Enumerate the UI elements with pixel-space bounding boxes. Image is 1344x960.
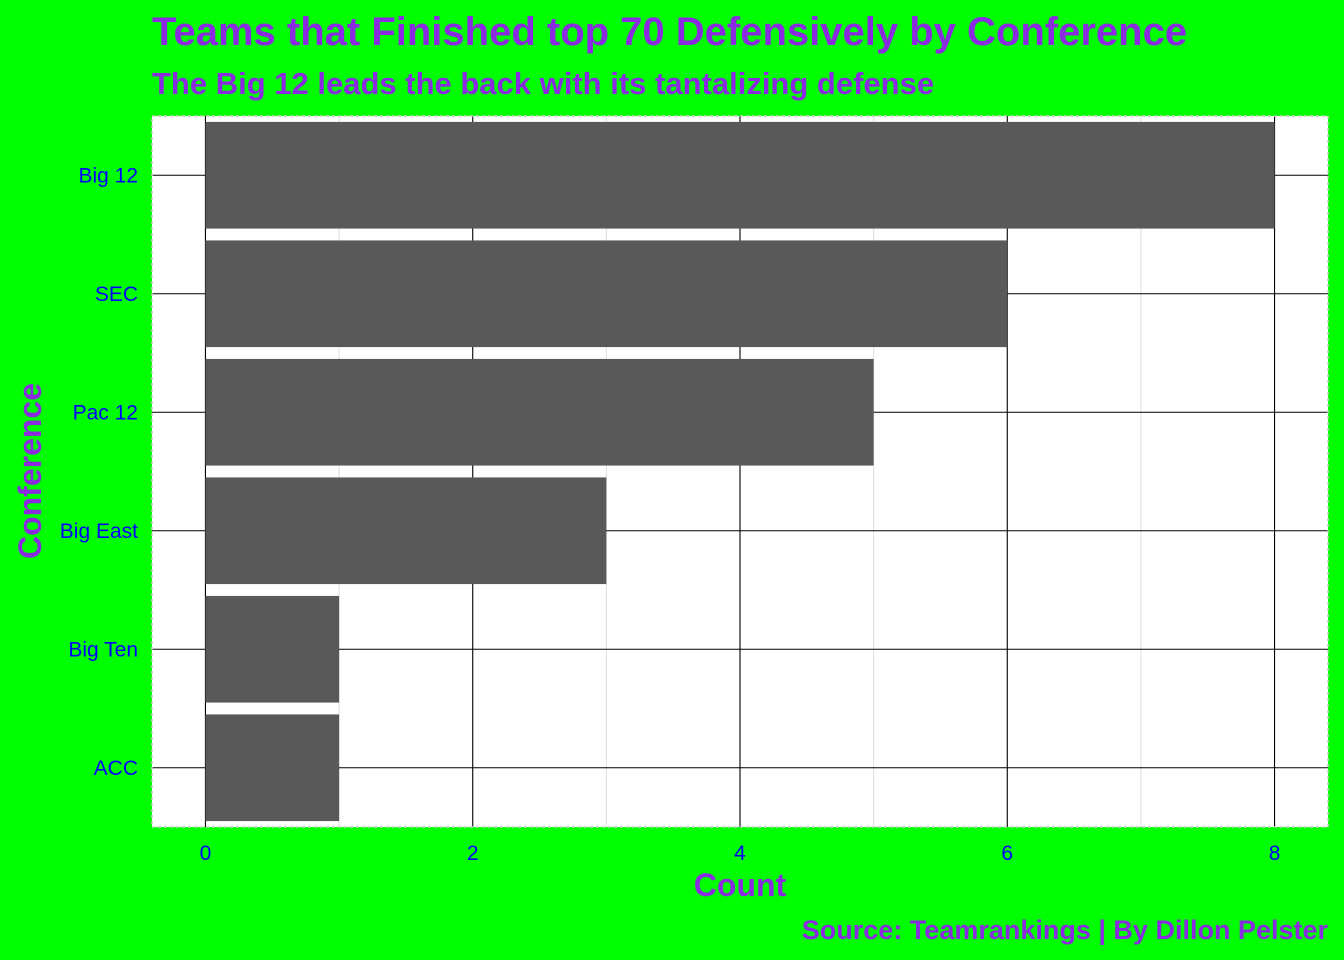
bar-big-12: [205, 121, 1275, 229]
y-tick-label: Pac 12: [73, 401, 138, 424]
x-axis-title: Count: [694, 867, 787, 903]
bar-pac-12: [205, 358, 874, 466]
y-axis-tick-labels: Big 12 SEC Pac 12 Big East Big Ten ACC: [60, 164, 138, 780]
y-axis-title: Conference: [12, 383, 48, 559]
minor-gridlines: [338, 116, 1142, 827]
x-tick-label: 2: [467, 842, 479, 865]
x-tick-label: 4: [734, 842, 746, 865]
plot-panel-border: [151, 115, 1329, 828]
x-tick-label: 0: [200, 842, 212, 865]
chart-caption: Source: Teamrankings | By Dillon Pelster: [802, 915, 1329, 945]
chart-subtitle: The Big 12 leads the back with its tanta…: [152, 66, 934, 101]
x-tick-label: 6: [1001, 842, 1013, 865]
bars: [205, 121, 1275, 822]
bar-sec: [205, 240, 1008, 348]
chart-title: Teams that Finished top 70 Defensively b…: [152, 10, 1187, 54]
bar-big-ten: [205, 595, 340, 703]
y-tick-label: Big 12: [78, 164, 138, 187]
bar-acc: [205, 714, 340, 822]
x-axis-tick-labels: 0 2 4 6 8: [200, 842, 1281, 865]
bar-big-east: [205, 477, 607, 585]
y-tick-label: Big East: [60, 520, 138, 543]
y-tick-label: Big Ten: [68, 638, 138, 661]
y-tick-label: ACC: [94, 757, 138, 780]
y-tick-label: SEC: [95, 283, 138, 306]
x-tick-label: 8: [1269, 842, 1281, 865]
